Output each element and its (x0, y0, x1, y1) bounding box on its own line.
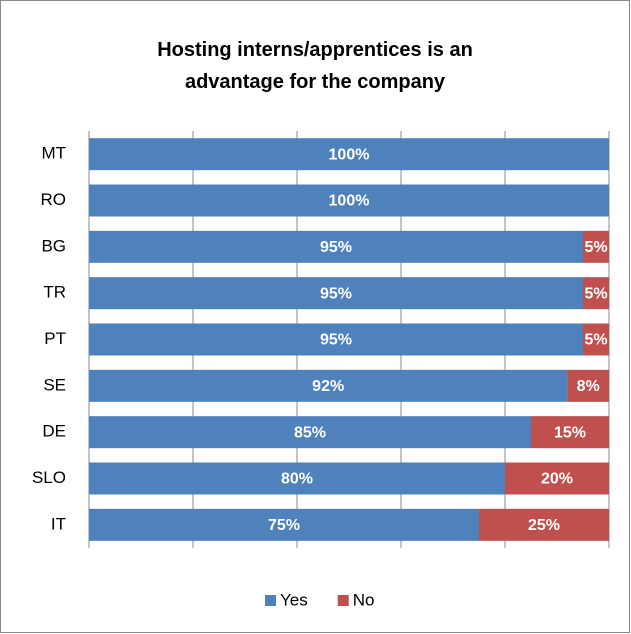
bar-segment (89, 230, 583, 263)
y-tick-label: PT (44, 329, 66, 348)
data-label: 85% (294, 424, 326, 441)
y-tick-label: DE (42, 422, 66, 441)
legend-label: Yes (280, 590, 308, 609)
data-label: 100% (329, 146, 370, 163)
data-label: 20% (541, 471, 573, 488)
y-tick-label: SE (43, 375, 66, 394)
y-tick-label: MT (41, 144, 66, 163)
data-label: 5% (584, 239, 607, 256)
data-label: 95% (320, 239, 352, 256)
bar-segment (89, 277, 583, 310)
bar-segment (505, 462, 609, 495)
y-tick-label: TR (43, 283, 66, 302)
legend-swatch (265, 595, 276, 606)
data-label: 95% (320, 285, 352, 302)
y-tick-label: SLO (32, 468, 66, 487)
chart-title: Hosting interns/apprentices is an advant… (157, 39, 473, 93)
data-label: 5% (584, 285, 607, 302)
bar-segment (583, 230, 609, 263)
bar-segment (89, 462, 505, 495)
bar-segment (583, 277, 609, 310)
bar-segment (583, 323, 609, 356)
bar-segment (89, 138, 609, 171)
data-label: 92% (312, 378, 344, 395)
data-label: 8% (577, 378, 600, 395)
data-label: 95% (320, 332, 352, 349)
y-tick-label: IT (51, 514, 66, 533)
bar-segment (531, 416, 609, 449)
legend-label: No (353, 590, 375, 609)
bar-segment (89, 416, 531, 449)
bar-segment (89, 508, 479, 541)
data-label: 25% (528, 517, 560, 534)
y-tick-label: RO (41, 190, 67, 209)
data-label: 80% (281, 471, 313, 488)
bar-segment (89, 323, 583, 356)
bar-segment (567, 369, 609, 402)
bar-segment (89, 369, 568, 402)
data-label: 75% (268, 517, 300, 534)
y-tick-label: BG (41, 236, 66, 255)
data-label: 15% (554, 424, 586, 441)
data-label: 100% (329, 193, 370, 210)
bar-segment (89, 184, 609, 217)
data-label: 5% (584, 332, 607, 349)
bar-segment (479, 508, 609, 541)
legend-swatch (337, 595, 349, 606)
